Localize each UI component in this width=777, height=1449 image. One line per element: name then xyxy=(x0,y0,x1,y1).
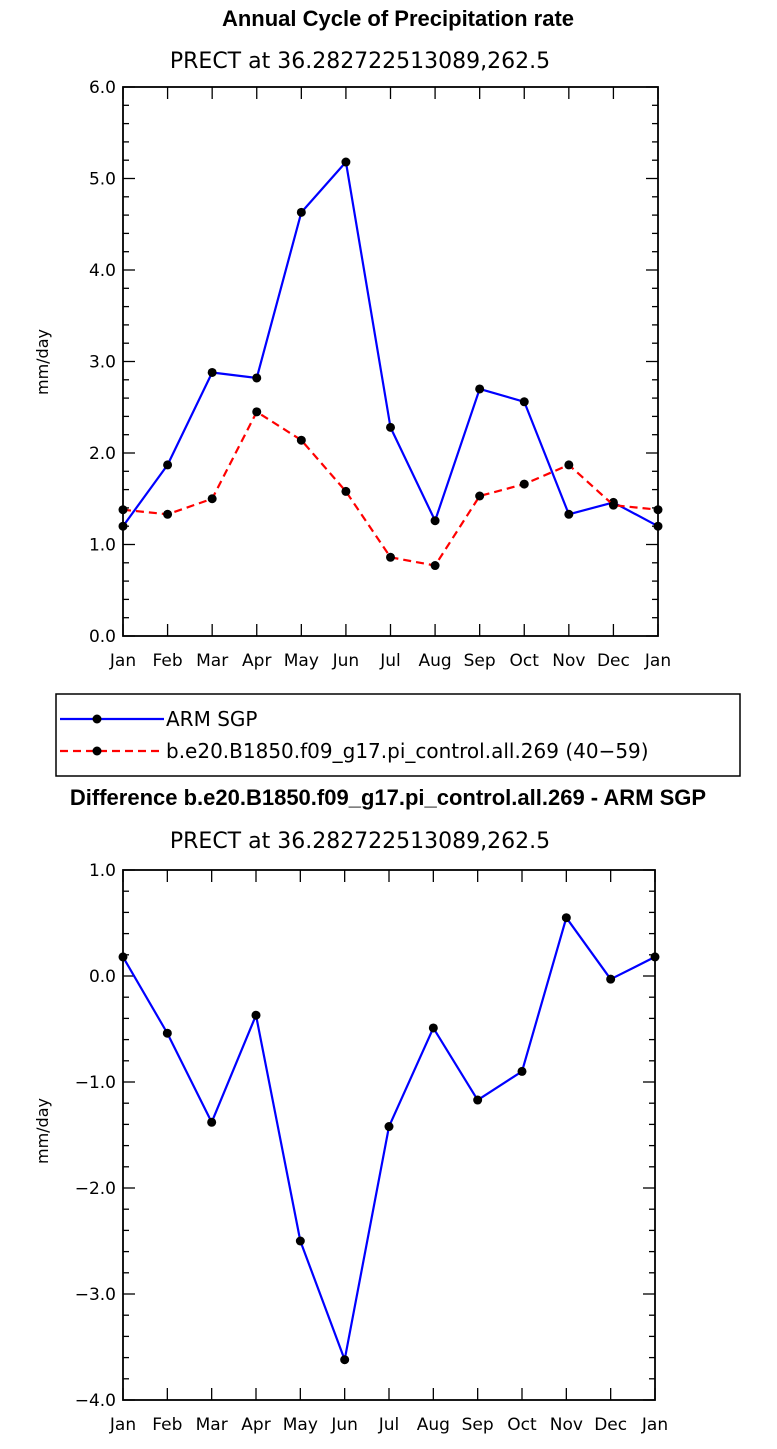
chart2-title: Difference b.e20.B1850.f09_g17.pi_contro… xyxy=(70,785,706,810)
chart1-series-0-point xyxy=(386,422,395,432)
chart1-series-0-line xyxy=(122,160,659,528)
chart2-ytick-label: 1.0 xyxy=(89,861,116,881)
chart2-xtick-label: Jul xyxy=(378,1415,400,1435)
chart1-plot: 0.0 1.0 2.0 3.0 4.0 5.0 6.0 Jan Feb Mar Apr May Jun J… xyxy=(89,78,671,671)
chart1-xtick-label: Feb xyxy=(153,651,183,671)
chart2-series-0-point xyxy=(118,952,128,962)
chart1-series-1-point xyxy=(475,491,485,501)
chart1-series-1-point xyxy=(207,494,217,504)
chart1-series-0-point xyxy=(163,460,173,470)
chart2-ytick-label: −4.0 xyxy=(75,1391,116,1411)
chart1-xtick-label: Apr xyxy=(242,651,271,671)
chart2-ytick-label: −1.0 xyxy=(75,1073,116,1093)
chart2-series-0-point xyxy=(561,913,571,923)
chart1-subtitle: PRECT at 36.282722513089,262.5 xyxy=(170,49,550,74)
chart1-series-0-point xyxy=(296,207,306,217)
legend-label-model: b.e20.B1850.f09_g17.pi_control.all.269 (… xyxy=(166,739,649,763)
chart2-xtick-label: Sep xyxy=(462,1415,494,1435)
chart1-series-0-point xyxy=(564,509,574,519)
chart2-xtick-label: Jan xyxy=(109,1415,136,1435)
chart2-series-0-point xyxy=(162,1028,172,1038)
chart2-series-0-point xyxy=(384,1122,394,1132)
chart1-series-1-point xyxy=(341,486,351,496)
chart2-series-0-point xyxy=(473,1095,483,1105)
chart2-plot: −4.0 −3.0 −2.0 −1.0 0.0 1.0 Jan Feb Mar Apr May Jun… xyxy=(75,861,668,1435)
chart1-series-0-point xyxy=(207,367,217,377)
chart1-series-0-point xyxy=(653,521,663,531)
chart2-series-0-point xyxy=(517,1066,527,1076)
chart1-xtick-label: Nov xyxy=(552,651,585,671)
chart2-ytick-label: −3.0 xyxy=(75,1285,116,1305)
chart1-ytick-label: 4.0 xyxy=(89,261,116,281)
chart2-xtick-label: Oct xyxy=(507,1415,537,1435)
chart1-series-1-point xyxy=(296,435,306,445)
chart1-xtick-label: May xyxy=(284,651,319,671)
chart2-ytick-label: 0.0 xyxy=(89,967,116,987)
chart2-ytick-label: −2.0 xyxy=(75,1179,116,1199)
chart2-xtick-label: Feb xyxy=(152,1415,182,1435)
chart1-ytick-label: 6.0 xyxy=(89,78,116,98)
chart2-xtick-label: Aug xyxy=(417,1415,450,1435)
legend: ARM SGP b.e20.B1850.f09_g17.pi_control.a… xyxy=(55,693,741,777)
chart2-xtick-label: Jan xyxy=(641,1415,668,1435)
chart2-series-0-point xyxy=(428,1023,438,1033)
chart2-xtick-label: Jun xyxy=(330,1415,358,1435)
chart2-xtick-label: Dec xyxy=(594,1415,627,1435)
chart1-series-0-point xyxy=(519,397,529,407)
legend-box xyxy=(55,693,741,777)
chart2-xtick-label: Mar xyxy=(196,1415,228,1435)
chart1-xtick-label: Jul xyxy=(379,651,401,671)
chart1-ytick-label: 3.0 xyxy=(89,353,116,373)
chart1-series-1-point xyxy=(564,460,574,470)
chart1-series-1-point xyxy=(386,552,395,562)
chart1-xtick-label: Mar xyxy=(196,651,228,671)
chart1-ytick-label: 5.0 xyxy=(89,170,116,190)
chart1-ytick-label: 2.0 xyxy=(89,444,116,464)
chart2-ylabel: mm/day xyxy=(33,1098,52,1164)
chart1-ytick-label: 1.0 xyxy=(89,536,116,556)
chart1-series-1-point xyxy=(519,479,529,489)
chart1-series-1-point xyxy=(608,500,618,510)
chart1-series-0-point xyxy=(252,373,262,383)
chart2-series-0-point xyxy=(650,952,660,962)
chart1-xtick-label: Dec xyxy=(597,651,630,671)
chart1-series-1-point xyxy=(163,509,173,519)
chart1-xtick-label: Jun xyxy=(332,651,360,671)
chart2-series-0-point xyxy=(207,1117,217,1127)
chart1-xtick-label: Aug xyxy=(418,651,451,671)
chart2-frame xyxy=(122,869,656,1401)
chart1-ylabel: mm/day xyxy=(33,329,52,395)
chart1-xtick-label: Jan xyxy=(644,651,671,671)
chart1-series-1-point xyxy=(118,505,128,515)
chart2-series-0-point xyxy=(606,974,616,984)
chart1-series-0-point xyxy=(430,516,440,526)
chart1-series-1-line xyxy=(122,410,659,567)
chart1-series-1-point xyxy=(653,505,663,515)
chart2-series-0-point xyxy=(340,1355,350,1365)
legend-marker-model xyxy=(92,746,102,756)
chart2-series-0-point xyxy=(295,1236,305,1246)
chart1-ytick-label: 0.0 xyxy=(89,627,116,647)
chart2-xtick-label: Nov xyxy=(550,1415,583,1435)
legend-marker-arm xyxy=(92,714,102,724)
chart1-series-1-point xyxy=(430,561,440,571)
legend-label-arm: ARM SGP xyxy=(166,707,257,731)
chart2-series-0-line xyxy=(122,916,656,1361)
chart1-series-1-point xyxy=(252,407,262,417)
chart1-series-0-point xyxy=(475,384,485,394)
chart2-subtitle: PRECT at 36.282722513089,262.5 xyxy=(170,829,550,854)
chart1-xtick-label: Sep xyxy=(464,651,496,671)
chart1-title: Annual Cycle of Precipitation rate xyxy=(222,6,574,31)
chart2-xtick-label: May xyxy=(283,1415,318,1435)
chart2-xtick-label: Apr xyxy=(241,1415,270,1435)
chart1-xtick-label: Jan xyxy=(109,651,136,671)
chart1-xtick-label: Oct xyxy=(510,651,540,671)
chart1-series-0-point xyxy=(118,521,128,531)
chart2-series-0-point xyxy=(251,1010,261,1020)
chart1-series-0-point xyxy=(341,157,351,167)
